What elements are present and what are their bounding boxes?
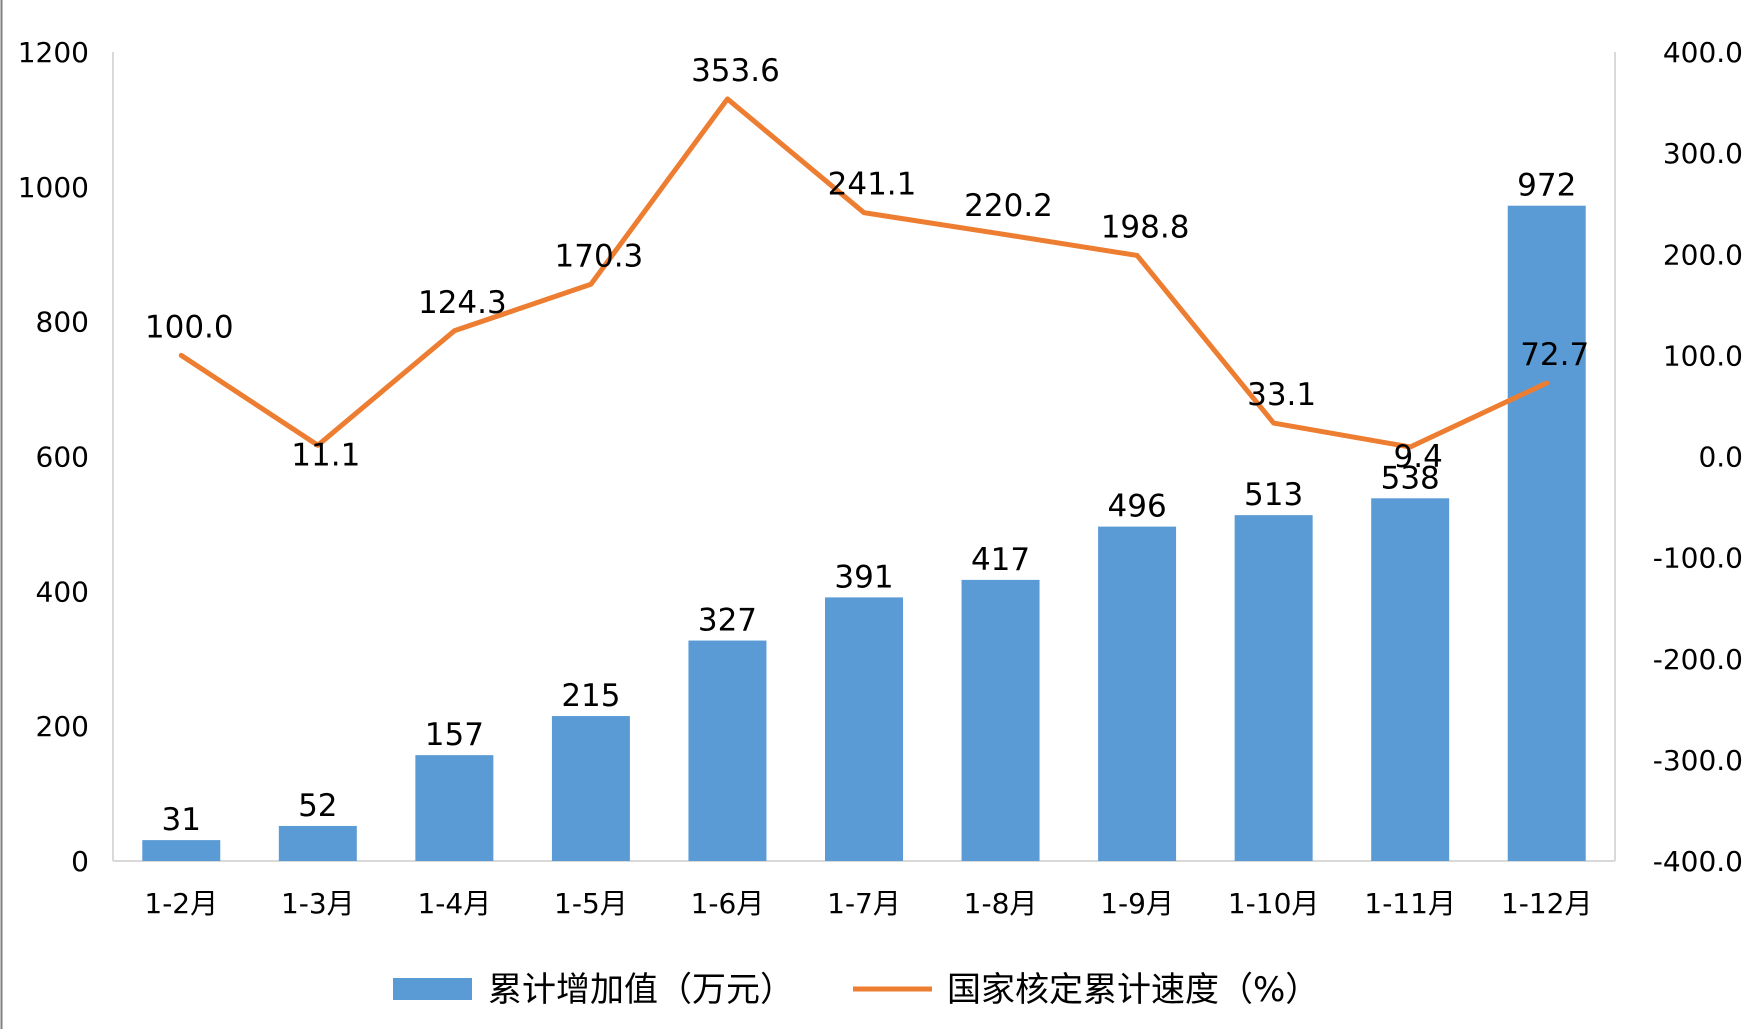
x-category-label: 1-12月 [1501,887,1593,920]
bar-data-label: 417 [971,542,1030,578]
y-left-tick-label: 1000 [18,171,89,204]
bar-data-label: 327 [698,603,757,639]
bar [551,716,630,861]
line-data-label: 198.8 [1101,209,1190,245]
x-category-label: 1-5月 [554,887,628,920]
y-left-tick-label: 400 [36,575,89,608]
legend-bar-swatch [393,978,472,1000]
x-category-label: 1-11月 [1364,887,1456,920]
bar-data-label: 496 [1108,489,1167,525]
line-data-label: 241.1 [828,167,917,203]
y-right-tick-label: 100.0 [1663,339,1743,372]
bar-data-label: 538 [1381,460,1440,496]
x-category-label: 1-9月 [1100,887,1174,920]
y-right-tick-label: -200.0 [1653,643,1743,676]
line-path [178,96,1550,450]
y-right-tick-label: -100.0 [1653,542,1743,575]
y-right-tick-label: -300.0 [1653,744,1743,777]
line-data-label: 353.6 [691,53,780,89]
y-left-tick-label: 200 [36,710,89,743]
y-right-tick-label: 200.0 [1663,238,1743,271]
y-left-tick-label: 0 [71,845,89,878]
bar [1098,526,1177,861]
bar-data-label: 972 [1517,168,1576,204]
bar-data-label: 31 [162,802,201,838]
x-category-label: 1-4月 [417,887,491,920]
legend-line-label: 国家核定累计速度（%） [947,970,1319,1010]
y-right-tick-label: 400.0 [1663,36,1743,69]
bar-series [142,205,1586,861]
bar-data-label: 52 [298,788,337,824]
line-data-label: 124.3 [418,285,507,321]
bar [415,755,494,861]
x-category-label: 1-8月 [964,887,1038,920]
y-left-tick-label: 600 [36,441,89,474]
data-labels: 31 52 157 215 327 391 417 496 513 538 972 100.0 11.1… [145,53,1589,838]
bar [1371,498,1450,861]
legend: 累计增加值（万元） 国家核定累计速度（%） [393,970,1319,1010]
bar [825,597,903,861]
bar [1234,515,1313,861]
legend-bar-label: 累计增加值（万元） [488,970,794,1010]
bar [1507,205,1586,861]
line-data-label: 11.1 [291,437,360,473]
y-left-tick-label: 800 [36,306,89,339]
x-category-label: 1-2月 [144,887,218,920]
line-data-label: 33.1 [1247,377,1316,413]
bar [961,579,1040,861]
y-right-tick-label: 300.0 [1663,137,1743,170]
bar [688,640,767,861]
y-right-tick-label: -400.0 [1653,845,1743,878]
x-category-label: 1-3月 [281,887,355,920]
bar-data-label: 215 [561,678,620,714]
line-data-label: 220.2 [964,188,1053,224]
line-data-label: 170.3 [555,238,644,274]
y-left-tick-label: 1200 [18,36,89,69]
bar-data-label: 513 [1244,477,1303,513]
line-series [178,96,1550,450]
x-category-label: 1-10月 [1228,887,1320,920]
line-data-label: 100.0 [145,309,234,345]
bar [142,840,221,861]
axes: 0 200 400 600 800 1000 1200 -400.0 -300.0 -200.0 -… [18,36,1743,920]
bar-data-label: 157 [425,717,484,753]
x-category-label: 1-6月 [691,887,765,920]
bar-data-label: 391 [834,559,893,595]
bar [278,825,357,861]
line-data-label: 9.4 [1394,439,1443,475]
x-category-label: 1-7月 [827,887,901,920]
line-data-label: 72.7 [1520,337,1589,373]
y-right-tick-label: 0.0 [1698,441,1743,474]
